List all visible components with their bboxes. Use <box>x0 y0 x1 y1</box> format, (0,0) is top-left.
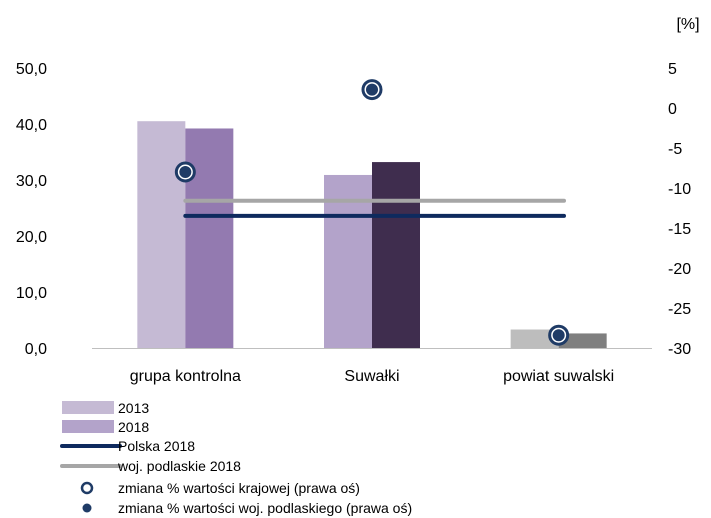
right-tick-label: -30 <box>668 341 691 358</box>
legend-label: 2013 <box>118 400 149 416</box>
category-label: powiat suwalski <box>503 368 614 385</box>
bar-2018-0 <box>185 128 234 348</box>
point-regional-2 <box>552 329 565 342</box>
legend-swatch-bar <box>62 401 114 414</box>
left-tick-label: 0,0 <box>25 341 47 358</box>
category-labels: grupa kontrolna Suwałki powiat suwalski <box>130 368 615 385</box>
right-tick-label: 0 <box>668 101 677 118</box>
legend-label: zmiana % wartości krajowej (prawa oś) <box>118 480 360 496</box>
reference-lines <box>183 198 566 218</box>
point-regional-0 <box>179 166 192 178</box>
right-tick-label: 5 <box>668 61 677 78</box>
bar-2018-2 <box>558 333 607 348</box>
point-regional-1 <box>366 83 378 96</box>
right-axis-ticks: 5 0 -5 -10 -15 -20 -25 -30 <box>668 61 691 358</box>
legend-label: woj. podlaskie 2018 <box>117 458 241 474</box>
left-tick-label: 20,0 <box>16 229 47 246</box>
right-tick-label: -25 <box>668 301 691 318</box>
bar-2013-0 <box>137 121 186 348</box>
legend-label: zmiana % wartości woj. podlaskiego (praw… <box>118 500 412 516</box>
bars <box>137 121 607 348</box>
legend: 2013 2018 Polska 2018 woj. podlaskie 2018 zm… <box>60 400 412 516</box>
right-tick-label: -5 <box>668 141 682 158</box>
left-tick-label: 40,0 <box>16 117 47 134</box>
right-axis-unit-label: [%] <box>676 16 699 33</box>
category-label: grupa kontrolna <box>130 368 241 385</box>
right-tick-label: -10 <box>668 181 691 198</box>
bar-2013-1 <box>324 174 372 348</box>
left-tick-label: 10,0 <box>16 285 47 302</box>
points <box>174 79 570 346</box>
bar-2018-1 <box>372 162 420 348</box>
legend-swatch-bar <box>62 420 114 433</box>
left-tick-label: 50,0 <box>16 61 47 78</box>
right-tick-label: -20 <box>668 261 691 278</box>
legend-label: 2018 <box>118 419 149 435</box>
bar-2013-2 <box>510 329 559 348</box>
legend-swatch-dot <box>82 503 92 513</box>
legend-label: Polska 2018 <box>118 438 195 454</box>
left-tick-label: 30,0 <box>16 173 47 190</box>
category-label: Suwałki <box>344 368 399 385</box>
left-axis-ticks: 0,0 10,0 20,0 30,0 40,0 50,0 <box>16 61 47 358</box>
legend-swatch-ring <box>80 481 94 495</box>
right-tick-label: -15 <box>668 221 691 238</box>
